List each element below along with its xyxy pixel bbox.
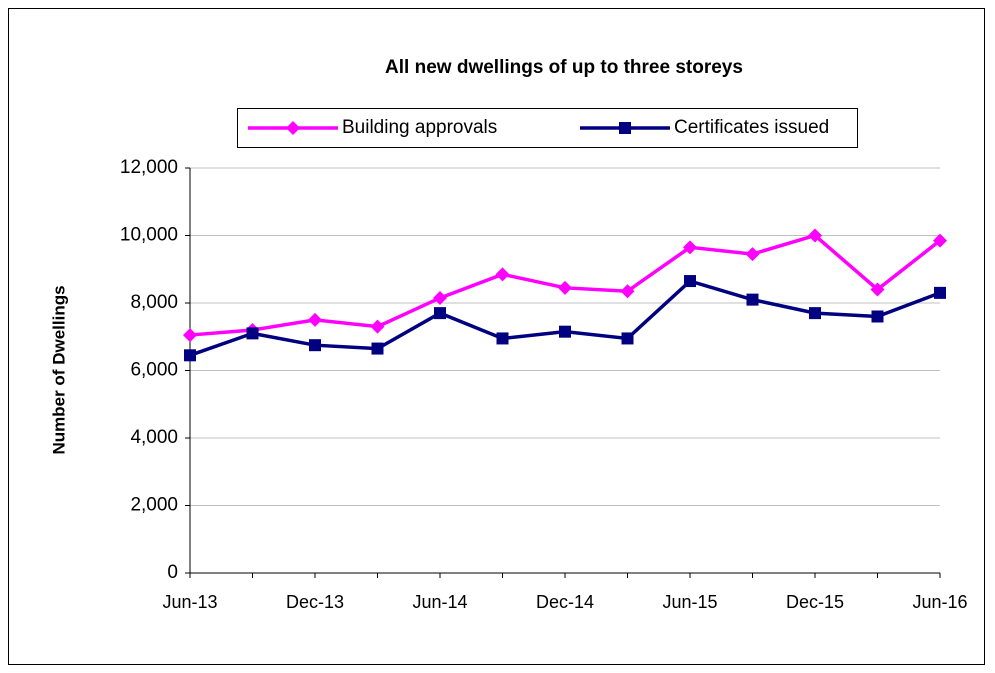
y-tick-label: 8,000 <box>130 292 178 313</box>
x-tick-label: Dec-14 <box>536 592 594 612</box>
legend-marker <box>286 121 300 135</box>
x-tick-label: Jun-16 <box>912 592 967 612</box>
x-tick-label: Dec-13 <box>286 592 344 612</box>
point <box>559 325 571 338</box>
legend-label: Certificates issued <box>674 117 829 138</box>
point <box>434 307 446 320</box>
point <box>870 282 885 297</box>
x-tick-label: Dec-15 <box>786 592 844 612</box>
point <box>246 327 259 340</box>
x-tick-label: Jun-14 <box>412 592 467 612</box>
point <box>184 349 196 362</box>
point <box>433 290 447 305</box>
point <box>495 267 510 282</box>
y-tick-label: 6,000 <box>130 360 178 381</box>
legend-label: Building approvals <box>342 117 497 138</box>
point <box>683 240 697 255</box>
point <box>933 233 947 248</box>
x-tick-label: Jun-15 <box>662 592 717 612</box>
y-tick-label: 10,000 <box>120 225 178 246</box>
y-tick-label: 2,000 <box>130 495 178 516</box>
chart-title: All new dwellings of up to three storeys <box>385 57 743 78</box>
point <box>684 275 696 288</box>
x-tick-label: Jun-13 <box>162 592 217 612</box>
legend-marker <box>619 122 631 134</box>
y-tick-label: 4,000 <box>130 427 178 448</box>
point <box>370 319 385 334</box>
y-axis-label: Number of Dwellings <box>49 285 68 454</box>
point <box>621 332 634 345</box>
y-tick-label: 0 <box>167 562 178 583</box>
y-tick-label: 12,000 <box>120 157 178 178</box>
point <box>496 332 509 345</box>
point <box>745 247 760 262</box>
point <box>558 280 572 295</box>
point <box>620 284 635 299</box>
point <box>934 286 946 299</box>
point <box>746 293 759 306</box>
point <box>371 342 384 355</box>
point <box>808 228 822 243</box>
point <box>308 312 322 327</box>
legend-box <box>237 108 858 148</box>
point <box>309 339 321 352</box>
point <box>183 328 197 343</box>
point <box>871 310 884 323</box>
point <box>809 307 821 320</box>
